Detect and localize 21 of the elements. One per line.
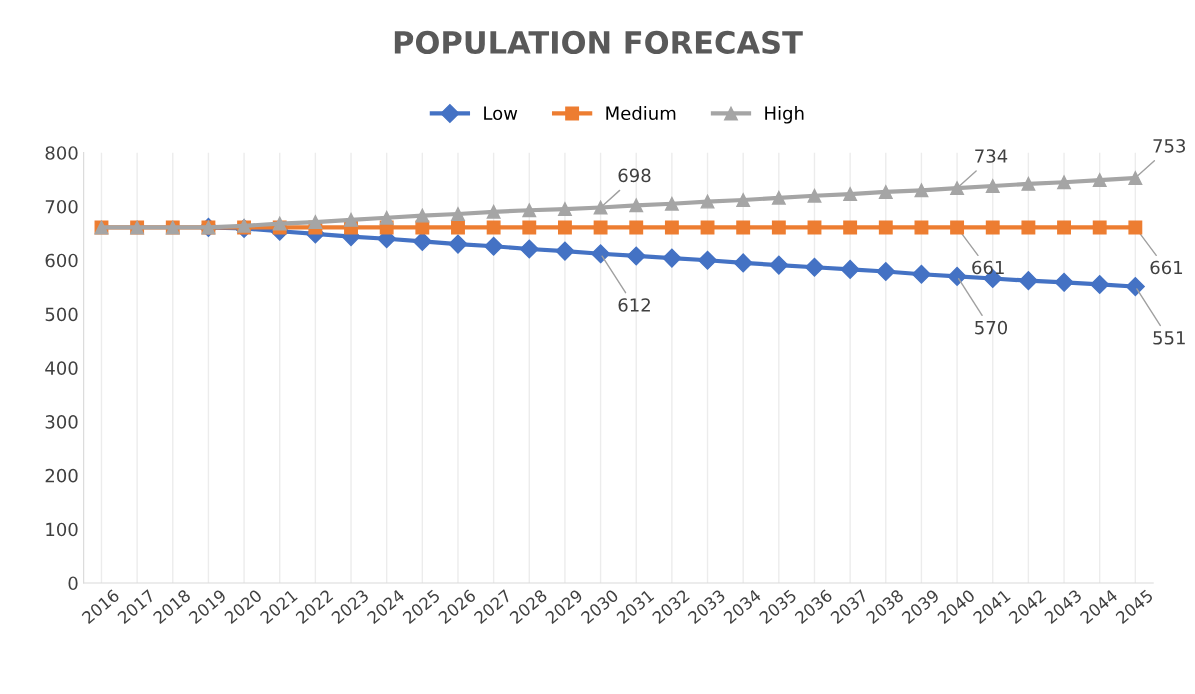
legend-label: Medium [606,106,676,121]
data-label: 753 [1153,138,1186,153]
y-tick-label: 800 [45,146,78,160]
legend-label: High [765,106,804,124]
data-label: 661 [972,260,1004,275]
data-label: 551 [1153,331,1185,345]
chart-title: POPULATION FORECAST [394,30,803,54]
data-label: 734 [975,149,1008,163]
y-tick-label: 400 [45,361,78,375]
y-tick-label: 0 [68,576,78,591]
y-tick-label: 100 [46,522,78,537]
legend-label: Low [484,106,518,121]
y-tick-label: 200 [45,468,78,483]
data-label: 570 [975,320,1008,335]
y-tick-label: 700 [45,199,78,214]
y-tick-label: 600 [45,253,78,268]
data-label: 661 [1150,260,1183,275]
data-label: 698 [618,168,651,183]
y-tick-label: 300 [45,415,78,429]
y-tick-label: 500 [45,307,78,322]
data-label: 612 [618,298,650,312]
